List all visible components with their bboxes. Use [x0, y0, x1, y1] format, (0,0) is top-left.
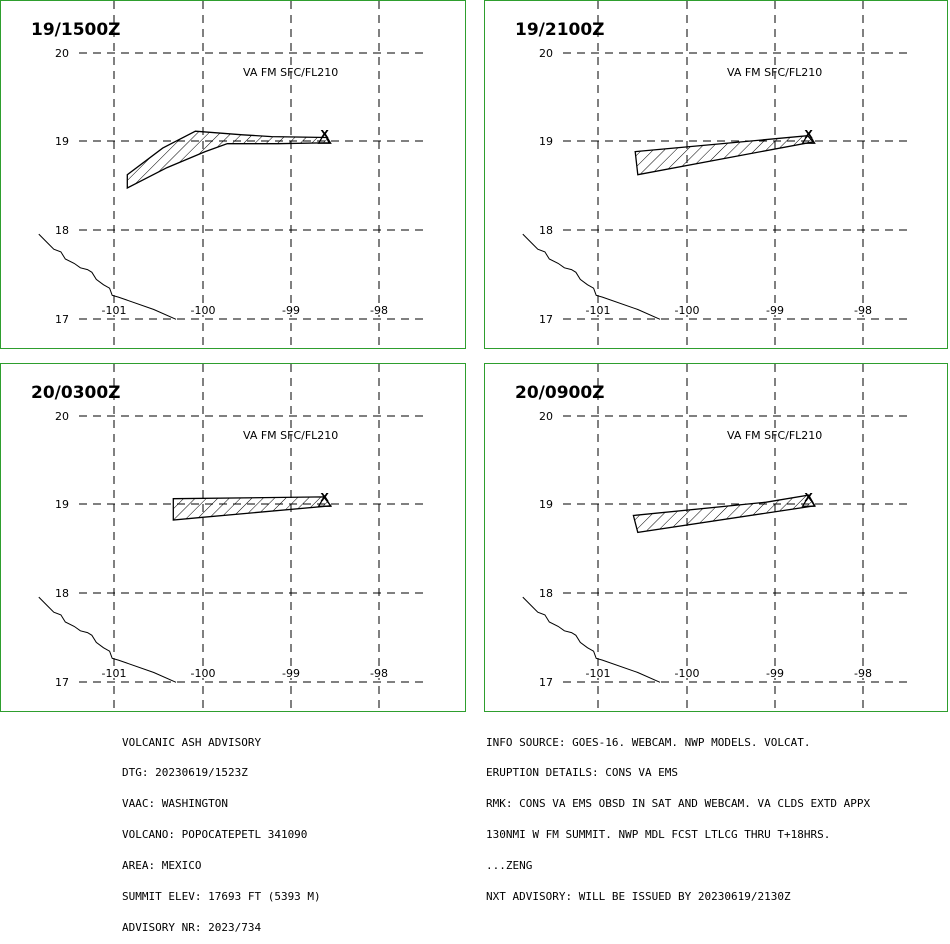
volcano-marker: X	[804, 491, 813, 504]
lat-label: 17	[539, 313, 553, 326]
advisory-line: NXT ADVISORY: WILL BE ISSUED BY 20230619…	[486, 890, 791, 904]
advisory-left-text: VOLCANIC ASH ADVISORY DTG: 20230619/1523…	[122, 717, 321, 944]
ash-cloud-polygon	[634, 135, 815, 176]
volcano-marker: X	[320, 128, 329, 141]
lon-label: -101	[586, 667, 611, 680]
lon-label: -99	[766, 667, 784, 680]
lat-label: 17	[55, 676, 69, 689]
advisory-line: ADVISORY NR: 2023/734	[122, 920, 262, 934]
advisory-line: DTG: 20230619/1523Z	[122, 766, 248, 780]
lat-label: 19	[55, 498, 69, 511]
map-svg-2: 20 19 18 17 -101 -100 -99 -98 X 19/2100Z VA FM SFC…	[511, 1, 909, 350]
coastline	[38, 233, 177, 320]
lon-label: -98	[854, 667, 872, 680]
volcano-marker: X	[804, 128, 813, 141]
advisory-line: VAAC: WASHINGTON	[122, 797, 228, 811]
volcano-triangle-icon	[801, 494, 816, 507]
lon-label: -98	[370, 667, 388, 680]
lon-label: -99	[766, 304, 784, 317]
lon-label: -101	[586, 304, 611, 317]
advisory-line: AREA: MEXICO	[122, 859, 202, 873]
lon-label: -98	[854, 304, 872, 317]
advisory-line: RMK: CONS VA EMS OBSD IN SAT AND WEBCAM.…	[486, 797, 871, 811]
map-svg-1: 20 19 18 17 -101 -100 -99 -98 X 19/1500Z VA FM SFC…	[27, 1, 425, 350]
panel-time-title: 20/0300Z	[31, 383, 121, 403]
lat-label: 20	[55, 410, 69, 423]
map-svg-4: 20 19 18 17 -101 -100 -99 -98 X 20/0900Z VA FM SFC…	[511, 364, 909, 713]
lon-label: -101	[102, 667, 127, 680]
lon-label: -98	[370, 304, 388, 317]
volcano-marker: X	[320, 491, 329, 504]
lat-label: 18	[55, 587, 69, 600]
forecast-panel-4: 20 19 18 17 -101 -100 -99 -98 X 20/0900Z VA FM SFC…	[484, 363, 948, 713]
lat-label: 18	[55, 224, 69, 237]
map-svg-3: 20 19 18 17 -101 -100 -99 -98 X 20/0300Z VA FM SFC…	[27, 364, 425, 713]
volcano-triangle-icon	[317, 131, 332, 144]
lon-label: -99	[282, 667, 300, 680]
lat-label: 17	[539, 676, 553, 689]
lat-label: 20	[55, 47, 69, 60]
advisory-line: SUMMIT ELEV: 17693 FT (5393 M)	[122, 890, 321, 904]
lat-label: 19	[539, 498, 553, 511]
lon-label: -100	[675, 304, 700, 317]
lon-label: -100	[675, 667, 700, 680]
lon-label: -101	[102, 304, 127, 317]
lon-label: -99	[282, 304, 300, 317]
panel-time-title: 19/1500Z	[31, 20, 121, 40]
advisory-line: VOLCANIC ASH ADVISORY	[122, 735, 262, 749]
panel-time-title: 20/0900Z	[515, 383, 605, 403]
ash-level-label: VA FM SFC/FL210	[727, 429, 822, 442]
volcano-triangle-icon	[317, 494, 332, 507]
forecast-panel-1: 20 19 18 17 -101 -100 -99 -98 X 19/1500Z VA FM SFC…	[0, 0, 466, 350]
ash-cloud-polygon	[632, 494, 816, 534]
coastline	[522, 233, 661, 320]
lat-label: 20	[539, 47, 553, 60]
lon-label: -100	[191, 304, 216, 317]
ash-cloud-polygon	[126, 130, 331, 190]
lat-label: 20	[539, 410, 553, 423]
lon-label: -100	[191, 667, 216, 680]
ash-level-label: VA FM SFC/FL210	[727, 66, 822, 79]
ash-level-label: VA FM SFC/FL210	[243, 66, 338, 79]
coastline	[522, 596, 661, 683]
ash-cloud-polygon	[172, 496, 333, 521]
advisory-line: VOLCANO: POPOCATEPETL 341090	[122, 828, 308, 842]
advisory-line: ...ZENG	[486, 859, 533, 873]
coastline	[38, 596, 177, 683]
advisory-line: INFO SOURCE: GOES-16. WEBCAM. NWP MODELS…	[486, 735, 811, 749]
lat-label: 19	[539, 135, 553, 148]
lat-label: 18	[539, 587, 553, 600]
forecast-panel-3: 20 19 18 17 -101 -100 -99 -98 X 20/0300Z VA FM SFC…	[0, 363, 466, 713]
lat-label: 18	[539, 224, 553, 237]
forecast-panel-2: 20 19 18 17 -101 -100 -99 -98 X 19/2100Z VA FM SFC…	[484, 0, 948, 350]
panel-time-title: 19/2100Z	[515, 20, 605, 40]
ash-level-label: VA FM SFC/FL210	[243, 429, 338, 442]
advisory-line: 130NMI W FM SUMMIT. NWP MDL FCST LTLCG T…	[486, 828, 831, 842]
lat-label: 19	[55, 135, 69, 148]
advisory-right-text: INFO SOURCE: GOES-16. WEBCAM. NWP MODELS…	[486, 717, 870, 913]
advisory-line: ERUPTION DETAILS: CONS VA EMS	[486, 766, 679, 780]
volcano-triangle-icon	[801, 131, 816, 144]
lat-label: 17	[55, 313, 69, 326]
